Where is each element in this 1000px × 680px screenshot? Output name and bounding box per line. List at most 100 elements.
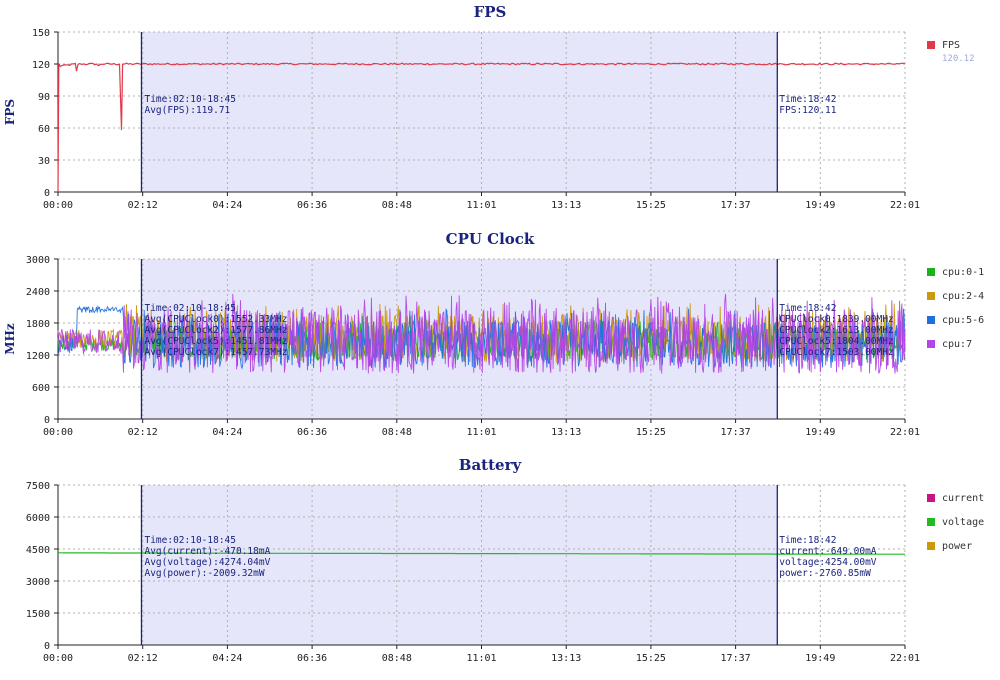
cpu-clock-annotation-right: CPUClock7:1503.00MHz (779, 347, 893, 358)
fps-series-fps-line (57, 62, 906, 193)
cpu-clock-x-tick: 02:12 (128, 427, 158, 438)
fps-x-tick: 11:01 (466, 200, 496, 211)
fps-x-tick: 02:12 (128, 200, 158, 211)
cpu-clock-x-tick: 06:36 (297, 427, 327, 438)
cpu-clock-x-tick: 00:00 (43, 427, 73, 438)
battery-annotation-left: Time:02:10-18:45 (144, 535, 236, 546)
cpu-clock-y-tick: 1200 (26, 351, 50, 362)
battery-x-tick: 00:00 (43, 653, 73, 664)
fps-x-tick: 22:01 (890, 200, 920, 211)
cpu-clock-legend-label[interactable]: cpu:2-4 (942, 291, 984, 302)
cpu-clock-series-cpu-7-line (57, 293, 906, 375)
cpu-clock-legend-label[interactable]: cpu:0-1 (942, 267, 984, 278)
cpu-clock-x-tick: 19:49 (805, 427, 835, 438)
battery-y-tick: 3000 (26, 577, 50, 588)
cpu-clock-legend-label[interactable]: cpu:7 (942, 339, 972, 350)
battery-legend-swatch[interactable] (927, 542, 935, 550)
fps-x-tick: 06:36 (297, 200, 327, 211)
battery-legend-swatch[interactable] (927, 518, 935, 526)
cpu-clock-y-tick: 600 (32, 383, 50, 394)
battery-y-tick: 7500 (26, 481, 50, 492)
cpu-clock-annotation-left: Avg(CPUClock7):1457.73MHz (144, 347, 287, 358)
cpu-clock-annotation-right: CPUClock5:1804.00MHz (779, 336, 893, 347)
battery-annotation-right: voltage:4254.00mV (779, 557, 877, 568)
fps-selection-range[interactable] (141, 32, 778, 192)
cpu-clock-annotation-right: CPUClock2:1613.00MHz (779, 325, 893, 336)
cpu-clock-y-tick: 1800 (26, 319, 50, 330)
battery-series-voltage-line (58, 552, 905, 555)
cpu-clock-annotation-right: CPUClock0:1839.00MHz (779, 314, 893, 325)
fps-legend-swatch[interactable] (927, 41, 935, 49)
battery-x-tick: 04:24 (212, 653, 242, 664)
battery-legend-label[interactable]: current (942, 493, 984, 504)
battery-selection-range[interactable] (141, 485, 778, 645)
battery-chart-title: Battery (459, 456, 523, 474)
fps-x-tick: 15:25 (636, 200, 666, 211)
cpu-clock-y-tick: 2400 (26, 287, 50, 298)
battery-x-tick: 15:25 (636, 653, 666, 664)
cpu-clock-y-tick: 3000 (26, 255, 50, 266)
cpu-clock-x-tick: 22:01 (890, 427, 920, 438)
cpu-clock-x-tick: 11:01 (466, 427, 496, 438)
fps-y-tick: 0 (44, 188, 50, 199)
fps-y-axis-label: FPS (3, 99, 17, 125)
cpu-clock-annotation-left: Avg(CPUClock5):1451.81MHz (144, 336, 287, 347)
fps-y-tick: 120 (32, 60, 50, 71)
battery-annotation-left: Avg(power):-2009.32mW (144, 568, 264, 579)
battery-legend-label[interactable]: power (942, 541, 972, 552)
battery-x-tick: 08:48 (382, 653, 412, 664)
battery-annotation-left: Avg(current):-470.18mA (144, 546, 270, 557)
battery-x-tick: 02:12 (128, 653, 158, 664)
fps-y-tick: 90 (38, 92, 50, 103)
battery-annotation-right: Time:18:42 (779, 535, 836, 546)
battery-annotation-right: current:-649.00mA (779, 546, 877, 557)
fps-annotation-left: Avg(FPS):119.71 (144, 105, 230, 116)
cpu-clock-x-tick: 08:48 (382, 427, 412, 438)
cpu-clock-y-axis-label: MHz (3, 323, 17, 355)
cpu-clock-legend-swatch[interactable] (927, 292, 935, 300)
fps-legend-label[interactable]: FPS (942, 40, 960, 51)
battery-annotation-right: power:-2760.85mW (779, 568, 871, 579)
battery-legend-label[interactable]: voltage (942, 517, 984, 528)
cpu-clock-y-tick: 0 (44, 415, 50, 426)
cpu-clock-chart-title: CPU Clock (446, 230, 535, 248)
cpu-clock-annotation-right: Time:18:42 (779, 303, 836, 314)
fps-x-tick: 04:24 (212, 200, 242, 211)
fps-annotation-left: Time:02:10-18:45 (144, 94, 236, 105)
fps-x-tick: 17:37 (721, 200, 751, 211)
fps-y-tick: 150 (32, 28, 50, 39)
fps-x-tick: 00:00 (43, 200, 73, 211)
fps-y-tick: 60 (38, 124, 50, 135)
cpu-clock-legend-swatch[interactable] (927, 340, 935, 348)
battery-x-tick: 11:01 (466, 653, 496, 664)
cpu-clock-x-tick: 17:37 (721, 427, 751, 438)
battery-x-tick: 13:13 (551, 653, 581, 664)
fps-annotation-right: Time:18:42 (779, 94, 836, 105)
battery-x-tick: 22:01 (890, 653, 920, 664)
cpu-clock-x-tick: 04:24 (212, 427, 242, 438)
fps-chart-title: FPS (474, 3, 507, 21)
battery-y-tick: 0 (44, 641, 50, 652)
fps-y-tick: 30 (38, 156, 50, 167)
cpu-clock-annotation-left: Avg(CPUClock0):1552.33MHz (144, 314, 287, 325)
cpu-clock-legend-swatch[interactable] (927, 316, 935, 324)
battery-y-tick: 6000 (26, 513, 50, 524)
battery-x-tick: 19:49 (805, 653, 835, 664)
battery-legend-swatch[interactable] (927, 494, 935, 502)
cpu-clock-x-tick: 15:25 (636, 427, 666, 438)
fps-x-tick: 13:13 (551, 200, 581, 211)
battery-x-tick: 17:37 (721, 653, 751, 664)
fps-annotation-right: FPS:120.11 (779, 105, 836, 116)
fps-legend-value: 120.12 (942, 54, 975, 64)
cpu-clock-annotation-left: Avg(CPUClock2):1577.86MHz (144, 325, 287, 336)
battery-y-tick: 1500 (26, 609, 50, 620)
fps-x-tick: 08:48 (382, 200, 412, 211)
cpu-clock-legend-swatch[interactable] (927, 268, 935, 276)
battery-x-tick: 06:36 (297, 653, 327, 664)
battery-annotation-left: Avg(voltage):4274.04mV (144, 557, 270, 568)
cpu-clock-annotation-left: Time:02:10-18:45 (144, 303, 236, 314)
fps-x-tick: 19:49 (805, 200, 835, 211)
cpu-clock-x-tick: 13:13 (551, 427, 581, 438)
cpu-clock-legend-label[interactable]: cpu:5-6 (942, 315, 984, 326)
